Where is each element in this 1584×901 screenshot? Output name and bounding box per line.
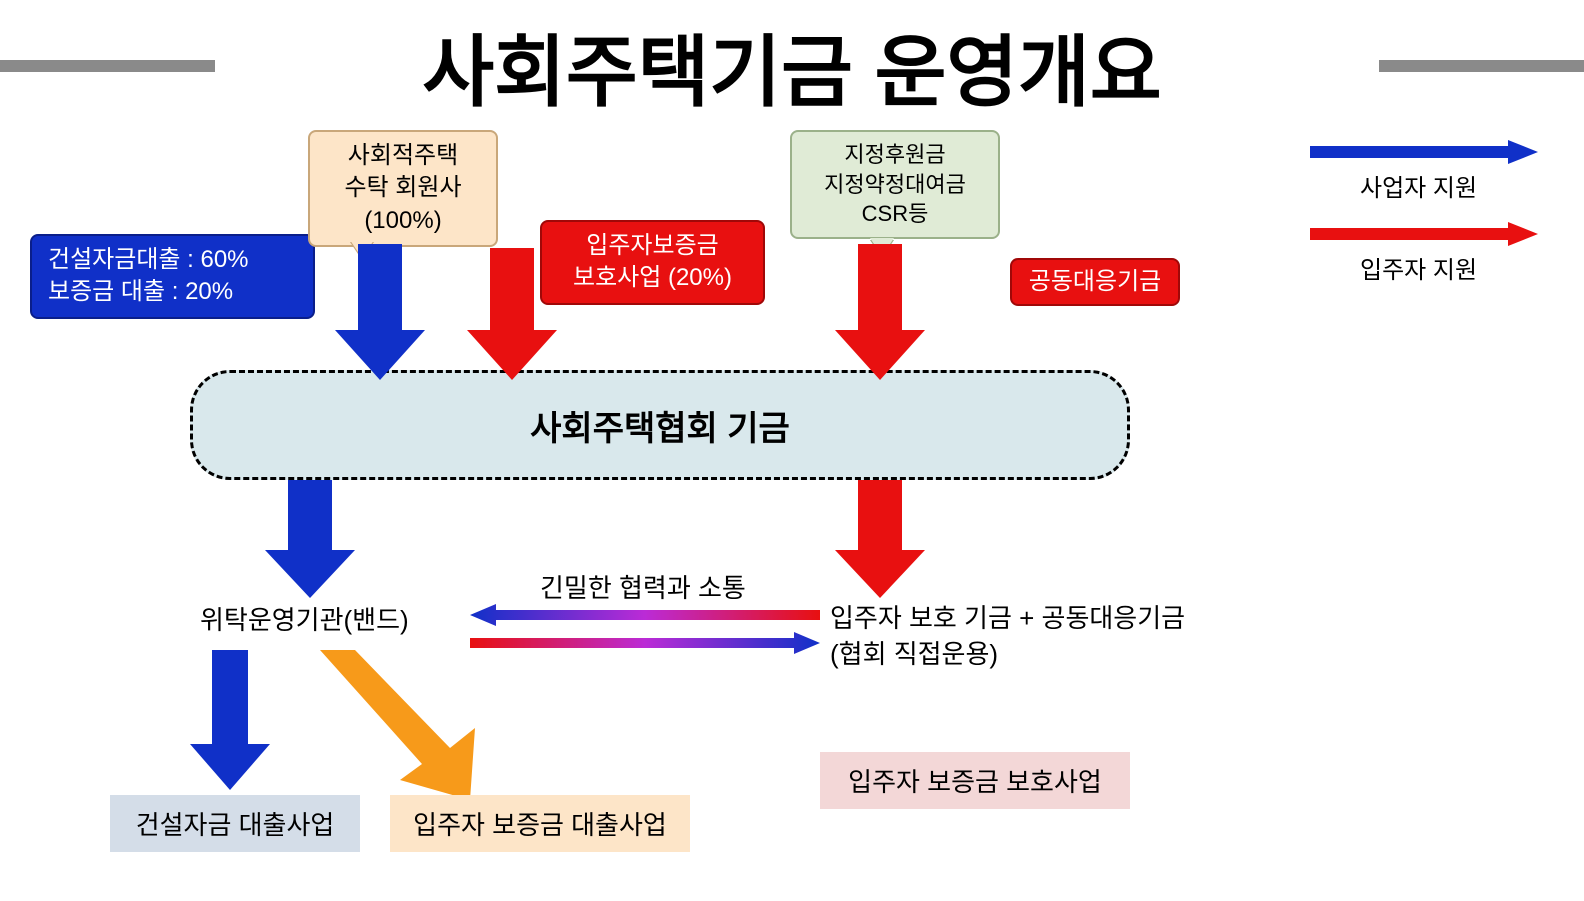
loan-rate-line1: 건설자금대출 : 60% (48, 244, 299, 276)
deposit-line2: 보호사업 (20%) (556, 262, 749, 294)
arrow-deposit-to-fund (467, 248, 557, 380)
csr-box: 지정후원금 지정약정대여금 CSR등 (790, 130, 1000, 239)
output-deposit-protect-label: 입주자 보증금 보호사업 (848, 767, 1102, 797)
deposit-line1: 입주자보증금 (556, 230, 749, 262)
arrow-member-to-fund (335, 244, 425, 380)
output-construction-label: 건설자금 대출사업 (136, 810, 335, 840)
loan-rates-box: 건설자금대출 : 60% 보증금 대출 : 20% (30, 234, 315, 319)
trustee-label: 위탁운영기관(밴드) (200, 600, 409, 637)
output-deposit-loan-label: 입주자 보증금 대출사업 (413, 810, 667, 840)
csr-line2: 지정약정대여금 (806, 170, 984, 200)
member-line3: (100%) (324, 205, 482, 237)
resident-fund-label: 입주자 보호 기금 + 공동대응기금 (협회 직접운용) (830, 600, 1185, 673)
deposit-protect-box: 입주자보증금 보호사업 (20%) (540, 220, 765, 305)
arrow-fund-to-trustee (265, 480, 355, 598)
csr-line3: CSR등 (806, 199, 984, 229)
member-company-box: 사회적주택 수탁 회원사 (100%) (308, 130, 498, 247)
arrow-trustee-to-construction (190, 650, 270, 790)
fund-center-label: 사회주택협회 기금 (530, 401, 790, 450)
legend-business-label: 사업자 지원 (1360, 168, 1477, 203)
output-deposit-loan: 입주자 보증금 대출사업 (390, 795, 690, 852)
csr-line1: 지정후원금 (806, 140, 984, 170)
legend-blue-arrow (1310, 138, 1540, 171)
title-rule-right (1379, 60, 1584, 72)
arrow-csr-to-fund (835, 244, 925, 380)
gradient-arrow-right (470, 632, 820, 659)
loan-rate-line2: 보증금 대출 : 20% (48, 276, 299, 308)
joint-fund-label: 공동대응기금 (1029, 268, 1161, 295)
resident-fund-line2: (협회 직접운용) (830, 636, 1185, 672)
page-title: 사회주택기금 운영개요 (422, 10, 1161, 122)
output-construction-loan: 건설자금 대출사업 (110, 795, 360, 852)
member-line2: 수탁 회원사 (324, 172, 482, 204)
member-line1: 사회적주택 (324, 140, 482, 172)
arrow-trustee-to-deposit-loan (300, 650, 500, 800)
cooperate-label: 긴밀한 협력과 소통 (540, 568, 746, 605)
title-rule-left (0, 60, 215, 72)
legend-red-arrow (1310, 220, 1540, 253)
resident-fund-line1: 입주자 보호 기금 + 공동대응기금 (830, 600, 1185, 636)
joint-fund-box: 공동대응기금 (1010, 258, 1180, 306)
legend-resident-label: 입주자 지원 (1360, 250, 1477, 285)
gradient-arrow-left (470, 604, 820, 631)
output-deposit-protect: 입주자 보증금 보호사업 (820, 752, 1130, 809)
arrow-fund-to-resident (835, 480, 925, 598)
fund-center-box: 사회주택협회 기금 (190, 370, 1130, 480)
